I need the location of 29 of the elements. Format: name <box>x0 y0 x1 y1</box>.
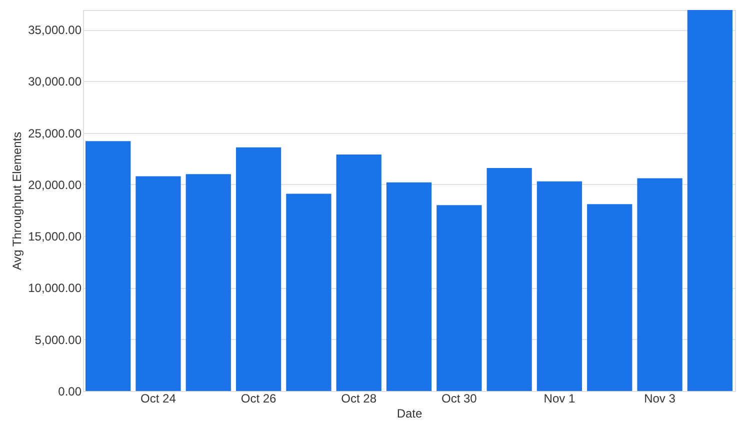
y-tick-label: 5,000.00 <box>34 332 82 347</box>
y-axis-title: Avg Throughput Elements <box>10 132 24 270</box>
y-tick-label: 35,000.00 <box>28 23 82 38</box>
x-tick-label: Oct 28 <box>341 392 377 406</box>
x-tick-label: Oct 26 <box>240 392 277 406</box>
bar <box>186 174 231 391</box>
bar <box>536 181 582 391</box>
bar <box>386 182 432 391</box>
y-tick-label: 10,000.00 <box>28 281 82 296</box>
bar <box>687 10 732 391</box>
x-tick-label: Oct 30 <box>441 392 478 406</box>
y-tick-label: 15,000.00 <box>28 230 82 244</box>
y-tick-label: 25,000.00 <box>28 126 82 140</box>
bar <box>587 204 632 391</box>
y-tick-label: 30,000.00 <box>28 74 82 89</box>
bar <box>86 141 131 391</box>
bar <box>637 178 682 391</box>
x-tick-label: Oct 24 <box>140 392 176 406</box>
y-tick-label: 20,000.00 <box>28 178 82 192</box>
bar <box>486 168 532 391</box>
bar <box>236 147 282 391</box>
x-tick-label: Nov 1 <box>544 392 576 406</box>
x-tick-label: Nov 3 <box>644 392 676 406</box>
bar <box>286 194 332 391</box>
x-axis-title: Date <box>396 406 422 420</box>
bar <box>136 176 181 391</box>
bar <box>336 154 382 391</box>
bar <box>436 205 482 391</box>
y-tick-label: 0.00 <box>58 384 82 398</box>
